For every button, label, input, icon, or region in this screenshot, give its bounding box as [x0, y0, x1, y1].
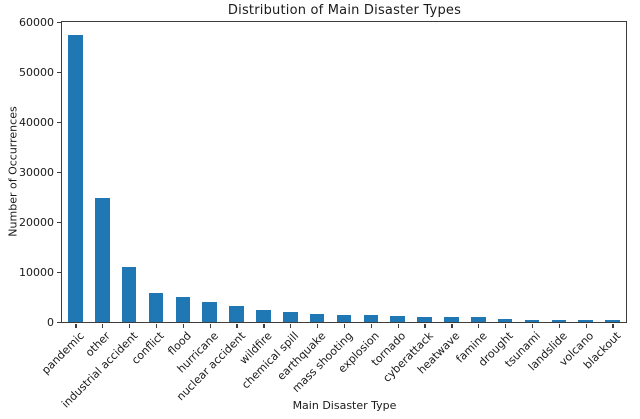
- x-axis-label: Main Disaster Type: [292, 399, 397, 412]
- x-tick-mark: [451, 324, 453, 328]
- x-tick-mark: [290, 324, 292, 328]
- y-tick-mark: [57, 271, 61, 274]
- bar: [471, 317, 486, 322]
- bar: [309, 313, 325, 322]
- x-tick-mark: [102, 324, 104, 328]
- x-tick-mark: [209, 324, 211, 328]
- x-tick-mark: [505, 324, 507, 328]
- y-tick-mark: [57, 221, 61, 224]
- chart-title: Distribution of Main Disaster Types: [227, 3, 462, 18]
- bar: [497, 318, 513, 322]
- bar: [417, 316, 432, 322]
- bar: [390, 315, 405, 322]
- x-tick-mark: [343, 324, 346, 328]
- y-tick-label: 60000: [19, 15, 54, 29]
- y-tick-mark: [57, 321, 61, 324]
- x-tick-mark: [585, 324, 587, 328]
- x-tick-mark: [478, 324, 480, 328]
- bar: [283, 312, 298, 322]
- y-tick-mark: [57, 21, 61, 24]
- y-tick-label: 20000: [19, 215, 54, 229]
- x-tick-mark: [317, 324, 319, 328]
- x-tick-mark: [75, 324, 77, 328]
- bar: [175, 297, 191, 322]
- y-tick-label: 0: [47, 315, 54, 329]
- y-tick-mark: [57, 171, 61, 174]
- x-tick-mark: [263, 324, 265, 328]
- x-tick-mark: [129, 324, 131, 328]
- y-tick-label: 30000: [19, 165, 54, 179]
- y-tick-label: 40000: [19, 115, 54, 129]
- bar: [202, 301, 217, 322]
- bar: [444, 317, 459, 322]
- bar: [551, 319, 567, 322]
- y-tick-label: 10000: [19, 265, 54, 279]
- y-tick-label: 50000: [19, 65, 54, 79]
- bar: [121, 267, 137, 322]
- bar: [68, 34, 83, 322]
- bar: [524, 319, 540, 322]
- bar: [95, 198, 110, 322]
- x-tick-mark: [182, 324, 184, 328]
- x-tick-label: pandemic: [38, 329, 87, 377]
- bar: [578, 320, 593, 322]
- x-tick-mark: [155, 324, 158, 328]
- bar: [363, 315, 379, 322]
- x-tick-mark: [558, 324, 560, 328]
- bar: [605, 320, 620, 322]
- bar: [336, 314, 352, 322]
- x-tick-mark: [370, 324, 372, 328]
- bar: [229, 305, 244, 322]
- plot-area: [61, 21, 627, 323]
- bar: [148, 292, 164, 322]
- y-tick-mark: [57, 71, 61, 74]
- bar: [256, 309, 271, 322]
- x-tick-mark: [397, 324, 399, 328]
- x-tick-mark: [236, 324, 238, 328]
- x-tick-mark: [612, 324, 614, 328]
- x-tick-mark: [424, 324, 426, 328]
- x-tick-mark: [531, 324, 534, 328]
- y-tick-mark: [57, 121, 61, 124]
